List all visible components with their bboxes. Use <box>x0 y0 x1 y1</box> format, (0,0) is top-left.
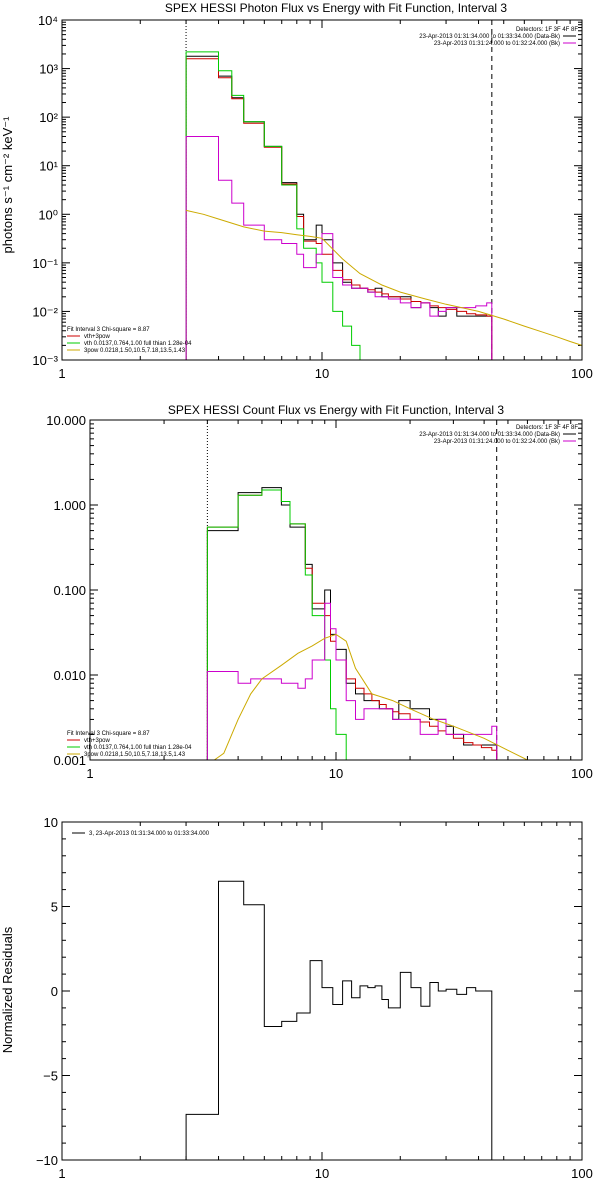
count-flux-legend-detectors: Detectors: 1F 3F 4F 8F <box>516 425 578 431</box>
photon-flux-legend-bk-interval: 23-Apr-2013 01:31:24.000 to 01:32:24.000… <box>434 41 560 47</box>
photon-flux-legend-3pow: 3pow 0.0218,1.50,10.5,7.18,13.5,1.43 <box>84 348 186 354</box>
residuals-y-tick-label: 5 <box>51 900 58 915</box>
residuals-legend-label: 3, 23-Apr-2013 01:31:34.000 to 01:33:34.… <box>89 831 210 837</box>
residuals-y-tick-label: −10 <box>36 1153 58 1168</box>
count-flux-y-tick-label: 0.001 <box>53 753 86 768</box>
photon-flux-series-3 <box>185 136 493 360</box>
count-flux-legend-vth: vth 0.0137,0.764,1.00 full thian 1.28e-0… <box>84 745 192 751</box>
photon-flux-legend-top-right: Detectors: 1F 3F 4F 8F 23-Apr-2013 01:31… <box>419 27 578 47</box>
residuals-series-0 <box>185 880 493 1160</box>
photon-flux-plot-area <box>185 20 583 361</box>
photon-flux-frame <box>61 19 583 361</box>
photon-flux-legend-vth3pow: vth+3pow <box>84 334 111 340</box>
photon-flux-y-tick-label: 10² <box>39 110 58 125</box>
photon-flux-y-tick-label: 10⁰ <box>38 207 58 222</box>
photon-flux-y-tick-label: 10¹ <box>39 159 58 174</box>
count-flux-y-tick-label: 1.000 <box>53 498 86 513</box>
photon-flux-title: SPEX HESSI Photon Flux vs Energy with Fi… <box>165 1 507 15</box>
residuals-legend: 3, 23-Apr-2013 01:31:34.000 to 01:33:34.… <box>72 831 210 837</box>
count-flux-y-tick-label: 0.100 <box>53 583 86 598</box>
photon-flux-series-2 <box>185 51 368 361</box>
residuals-x-tick-label: 10 <box>315 1166 329 1181</box>
count-flux-legend-top-right: Detectors: 1F 3F 4F 8F 23-Apr-2013 01:31… <box>419 425 578 445</box>
count-flux-legend-3pow: 3pow 0.0218,1.50,10.5,7.18,13.5,1.43 <box>84 752 186 758</box>
photon-flux-model-curve <box>185 209 583 346</box>
photon-flux-ticks: 1 10 100 10⁻³ 10⁻² 10⁻¹ 10⁰ 10¹ 10² 10³ 10⁴ <box>32 13 593 381</box>
photon-flux-panel: SPEX HESSI Photon Flux vs Energy with Fi… <box>0 1 593 381</box>
photon-flux-y-tick-label: 10³ <box>39 62 58 77</box>
photon-flux-legend-vth: vth 0.0137,0.764,1.00 full thian 1.28e-0… <box>84 341 192 347</box>
count-flux-x-tick-label: 100 <box>571 766 593 781</box>
photon-flux-x-tick-label: 100 <box>571 366 593 381</box>
residuals-frame <box>61 821 583 1161</box>
count-flux-series-3 <box>206 602 498 760</box>
photon-flux-legend-bottom-left: Fit Interval 3 Chi-square = 8.87 vth+3po… <box>67 327 192 354</box>
photon-flux-legend-fit-header: Fit Interval 3 Chi-square = 8.87 <box>67 327 150 333</box>
count-flux-plot-area <box>206 420 536 761</box>
count-flux-frame <box>89 419 583 761</box>
photon-flux-y-tick-label: 10⁻² <box>32 304 58 319</box>
count-flux-legend-data-interval: 23-Apr-2013 01:31:34.000 to 01:33:34.000… <box>419 432 560 438</box>
count-flux-series-0 <box>206 487 498 760</box>
count-flux-x-tick-label: 1 <box>86 766 93 781</box>
count-flux-series-1 <box>206 489 498 760</box>
count-flux-y-tick-label: 10.000 <box>46 413 86 428</box>
residuals-panel: Normalized Residuals 1 10 100 −10 −5 0 5 10 3, … <box>0 815 593 1181</box>
count-flux-model-curve <box>214 633 536 761</box>
photon-flux-y-tick-label: 10⁻³ <box>32 353 58 368</box>
residuals-y-tick-label: 10 <box>44 815 58 830</box>
count-flux-x-tick-label: 10 <box>329 766 343 781</box>
photon-flux-legend-detectors: Detectors: 1F 3F 4F 8F <box>516 27 578 33</box>
residuals-ylabel: Normalized Residuals <box>0 926 15 1053</box>
count-flux-legend-bk-interval: 23-Apr-2013 01:31:24.000 to 01:32:24.000… <box>434 439 560 445</box>
photon-flux-legend-data-interval: 23-Apr-2013 01:31:34.000 to 01:33:34.000… <box>419 34 560 40</box>
residuals-x-tick-label: 100 <box>571 1166 593 1181</box>
residuals-plot-area <box>185 880 493 1160</box>
photon-flux-ylabel: photons s⁻¹ cm⁻² keV⁻¹ <box>0 116 15 254</box>
photon-flux-x-tick-label: 10 <box>315 366 329 381</box>
photon-flux-y-tick-label: 10⁻¹ <box>32 256 58 271</box>
count-flux-legend-bottom-left: Fit Interval 3 Chi-square = 8.87 vth+3po… <box>67 731 192 758</box>
residuals-x-tick-label: 1 <box>58 1166 65 1181</box>
count-flux-legend-fit-header: Fit Interval 3 Chi-square = 8.87 <box>67 731 150 737</box>
residuals-y-tick-label: 0 <box>51 984 58 999</box>
count-flux-legend-vth3pow: vth+3pow <box>84 738 111 744</box>
count-flux-y-tick-label: 0.010 <box>53 668 86 683</box>
count-flux-panel: SPEX HESSI Count Flux vs Energy with Fit… <box>46 403 593 781</box>
photon-flux-x-tick-label: 1 <box>58 366 65 381</box>
photon-flux-series-0 <box>185 55 493 360</box>
count-flux-series-2 <box>206 489 356 761</box>
count-flux-title: SPEX HESSI Count Flux vs Energy with Fit… <box>168 403 504 417</box>
residuals-ticks: 1 10 100 −10 −5 0 5 10 <box>36 815 593 1181</box>
count-flux-ticks: 1 10 100 0.001 0.010 0.100 1.000 10.000 <box>46 413 593 781</box>
photon-flux-y-tick-label: 10⁴ <box>38 13 58 28</box>
residuals-y-tick-label: −5 <box>43 1069 58 1084</box>
